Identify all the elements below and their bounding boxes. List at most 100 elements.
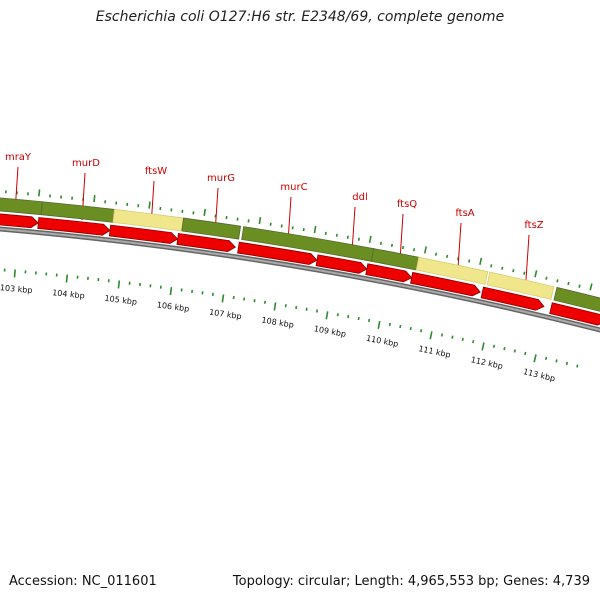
- scale-label: 107 kbp: [209, 308, 243, 322]
- cds-arrow: [108, 224, 179, 244]
- scale-tick: [65, 274, 69, 283]
- gene-label-line: [525, 234, 530, 281]
- scale-label: 111 kbp: [418, 344, 452, 359]
- scale-tick: [513, 349, 516, 353]
- gene-labels: mraY murD ftsW murG murC ddl ftsQ ftsA ftsZ: [5, 152, 544, 231]
- scale-tick: [544, 356, 548, 361]
- outer-tick: [479, 257, 483, 266]
- cds-arrow: [549, 302, 600, 326]
- scale-tick: [576, 364, 579, 368]
- scale-tick: [377, 320, 381, 329]
- gene-label-line: [457, 222, 462, 269]
- outer-tick: [346, 235, 349, 239]
- scale-tick: [481, 342, 485, 351]
- scale-tick: [429, 331, 433, 340]
- backbone-highlight: [0, 228, 600, 332]
- scale-tick: [399, 324, 402, 329]
- scale-tick: [565, 361, 569, 366]
- gene-label-ftsz: ftsZ: [524, 220, 543, 231]
- scale-tick: [117, 280, 121, 289]
- gene-track: [0, 197, 600, 312]
- outer-tick: [545, 276, 548, 280]
- scale-tick: [305, 307, 308, 311]
- cds-arrow: [410, 271, 481, 297]
- outer-tick: [379, 241, 383, 245]
- scale-tick: [357, 316, 360, 321]
- outer-tick: [38, 189, 41, 197]
- scale-label: 103 kbp: [0, 283, 33, 295]
- gene-label-ftsa: ftsA: [455, 208, 474, 219]
- track-block: [553, 286, 600, 312]
- scale-label: 113 kbp: [522, 367, 556, 383]
- scale-tick-ring: [3, 268, 579, 368]
- track-block: [181, 217, 242, 240]
- outer-tick: [567, 281, 570, 286]
- scale-tick: [221, 294, 225, 303]
- outer-tick: [203, 208, 207, 216]
- scale-tick: [440, 333, 444, 337]
- scale-label: 112 kbp: [470, 355, 504, 371]
- scale-tick: [492, 344, 496, 348]
- gene-label-murd: murD: [72, 158, 100, 169]
- track-block: [415, 256, 489, 285]
- cds-arrow: [480, 286, 545, 311]
- outer-tick: [490, 264, 493, 268]
- backbone-ring: [0, 226, 600, 333]
- outer-tick: [93, 195, 96, 203]
- scale-tick: [169, 286, 173, 296]
- outer-tick: [523, 271, 526, 275]
- outer-tick: [390, 243, 394, 248]
- scale-tick: [451, 335, 454, 339]
- outer-tick-ring: [4, 189, 593, 291]
- outer-tick: [401, 245, 405, 250]
- scale-label: 110 kbp: [365, 334, 399, 349]
- scale-label: 108 kbp: [261, 316, 295, 330]
- scale-tick: [503, 347, 506, 351]
- scale-labels: 103 kbp 104 kbp 105 kbp 106 kbp 107 kbp 108 k…: [0, 283, 556, 383]
- outer-tick: [446, 254, 449, 259]
- scale-tick: [524, 351, 527, 356]
- scale-tick: [533, 354, 537, 363]
- scale-tick: [13, 269, 16, 278]
- cds-arrows: [0, 213, 600, 326]
- cds-arrow: [37, 217, 111, 236]
- scale-tick: [472, 340, 475, 344]
- accession-label: Accession: NC_011601: [9, 574, 157, 589]
- outer-tick: [468, 259, 471, 263]
- outer-tick: [368, 235, 372, 243]
- gene-label-ddl: ddl: [352, 192, 367, 203]
- gene-label-murc: murC: [280, 182, 307, 193]
- scale-tick: [273, 302, 277, 311]
- cds-arrow: [176, 233, 237, 252]
- outer-tick: [435, 252, 438, 256]
- scale-tick: [461, 337, 464, 342]
- scale-tick: [336, 313, 339, 317]
- scale-label: 109 kbp: [313, 324, 347, 339]
- outer-tick: [578, 284, 581, 288]
- scale-tick: [315, 309, 319, 313]
- scale-tick: [368, 318, 371, 323]
- outer-tick: [512, 269, 515, 273]
- outer-tick: [589, 283, 593, 291]
- scale-tick: [388, 322, 391, 327]
- cds-arrow: [315, 254, 368, 274]
- outer-tick: [556, 279, 559, 283]
- cds-arrow: [365, 263, 413, 283]
- outer-tick: [313, 225, 317, 234]
- outer-tick: [501, 266, 504, 270]
- cds-arrow: [0, 213, 39, 229]
- scale-tick: [347, 314, 350, 319]
- outer-tick: [423, 246, 427, 254]
- gene-label-ftsw: ftsW: [145, 166, 167, 177]
- outer-tick: [335, 233, 338, 237]
- outer-tick: [357, 237, 360, 241]
- outer-tick: [324, 231, 327, 235]
- gene-label-ftsq: ftsQ: [397, 199, 417, 210]
- gene-label-mray: mraY: [5, 152, 32, 163]
- scale-tick: [555, 359, 558, 363]
- track-block: [486, 271, 555, 300]
- scale-tick: [409, 326, 412, 331]
- outer-tick: [258, 216, 262, 225]
